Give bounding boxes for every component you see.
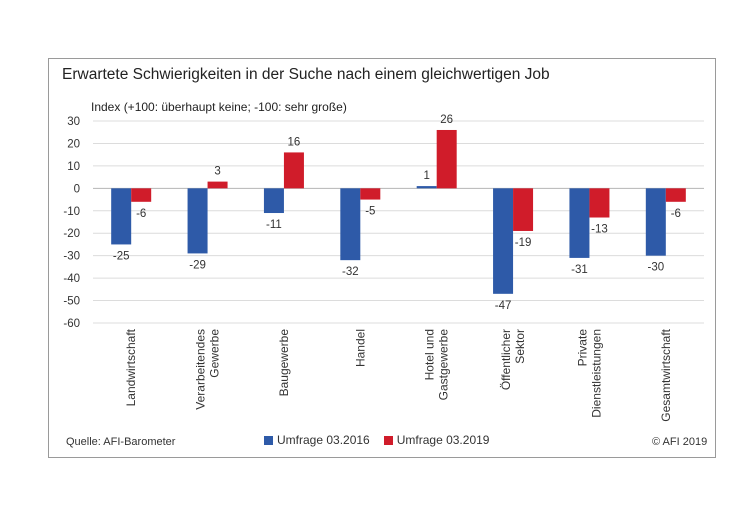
bar-2019 [589, 188, 610, 218]
data-label: -32 [342, 266, 359, 278]
x-category-label: Gesamtwirtschaft [659, 328, 673, 421]
bar-2016 [569, 188, 590, 258]
x-category-label: Landwirtschaft [124, 328, 138, 406]
copyright-note: © AFI 2019 [652, 436, 708, 448]
data-label: 16 [288, 136, 301, 148]
data-label: 3 [214, 166, 220, 178]
bar-2016 [111, 188, 132, 245]
x-category-label-line: Sektor [513, 329, 527, 364]
legend-item-2016: Umfrage 03.2016 [264, 433, 370, 447]
x-category-label-line: Gewerbe [208, 329, 222, 378]
y-tick-label: -20 [63, 228, 80, 240]
data-label: -6 [136, 208, 146, 220]
chart-title: Erwartete Schwierigkeiten in der Suche n… [62, 66, 550, 83]
x-category-label-line: Handel [353, 329, 367, 367]
data-label: -5 [365, 206, 375, 218]
bar-2016 [187, 188, 208, 254]
chart-frame [48, 58, 716, 458]
legend-label-2016: Umfrage 03.2016 [277, 433, 370, 447]
legend-swatch-2019 [383, 435, 393, 445]
data-label: -13 [591, 224, 608, 236]
x-category-label: Handel [353, 329, 367, 367]
x-category-label: Private Dienstleistungen [575, 329, 603, 418]
x-category-label-line: Verarbeitendes [194, 329, 208, 410]
y-tick-label: -30 [63, 251, 80, 263]
y-tick-label: 20 [67, 138, 80, 150]
data-label: -31 [571, 264, 588, 276]
bar-2016 [645, 188, 666, 256]
x-category-label: Öffentlicher Sektor [499, 329, 527, 390]
y-tick-label: 0 [74, 183, 80, 195]
legend-item-2019: Umfrage 03.2019 [383, 433, 490, 447]
source-note: Quelle: AFI-Barometer [66, 436, 176, 448]
bar-2016 [263, 188, 284, 214]
bar-2019 [436, 129, 457, 189]
legend-swatch-2016 [264, 435, 273, 445]
bar-2019 [513, 188, 534, 231]
y-tick-label: -50 [63, 296, 80, 308]
x-category-label-line: Gesamtwirtschaft [659, 328, 673, 421]
bar-2019 [131, 188, 152, 202]
data-label: -19 [515, 237, 532, 249]
bar-2016 [340, 188, 361, 261]
x-category-label: Verarbeitendes Gewerbe [194, 329, 222, 410]
x-category-label-line: Gastgewerbe [437, 329, 451, 401]
data-label: -6 [671, 208, 681, 220]
x-category-label-line: Landwirtschaft [124, 328, 138, 406]
legend: Umfrage 03.2016 Umfrage 03.2019 [264, 433, 503, 447]
x-category-label-line: Baugewerbe [277, 329, 291, 397]
y-axis-label: Index (+100: überhaupt keine; -100: sehr… [91, 100, 347, 114]
x-category-label: Hotel und Gastgewerbe [423, 329, 451, 401]
data-label: 1 [423, 170, 429, 182]
x-category-label-line: Öffentlicher [499, 329, 513, 390]
y-tick-label: 10 [67, 161, 80, 173]
bar-2016 [416, 186, 437, 189]
x-category-label-line: Private [575, 329, 589, 367]
legend-label-2019: Umfrage 03.2019 [396, 433, 490, 447]
data-label: 26 [440, 114, 453, 126]
x-category-label-line: Hotel und [423, 329, 437, 380]
y-tick-label: 30 [67, 116, 80, 128]
data-label: -25 [113, 250, 130, 262]
data-label: -47 [495, 300, 512, 312]
y-tick-label: -10 [63, 206, 80, 218]
bar-2019 [207, 181, 228, 189]
y-tick-label: -40 [63, 273, 80, 285]
data-label: -30 [648, 262, 665, 274]
x-category-label-line: Dienstleistungen [589, 329, 603, 418]
bar-2019 [665, 188, 686, 202]
bar-2019 [360, 188, 381, 200]
y-tick-label: -60 [63, 318, 80, 330]
x-category-label: Baugewerbe [277, 329, 291, 397]
data-label: -11 [266, 219, 282, 231]
data-label: -29 [189, 259, 206, 271]
bar-2016 [493, 188, 514, 294]
bar-2019 [283, 152, 304, 189]
